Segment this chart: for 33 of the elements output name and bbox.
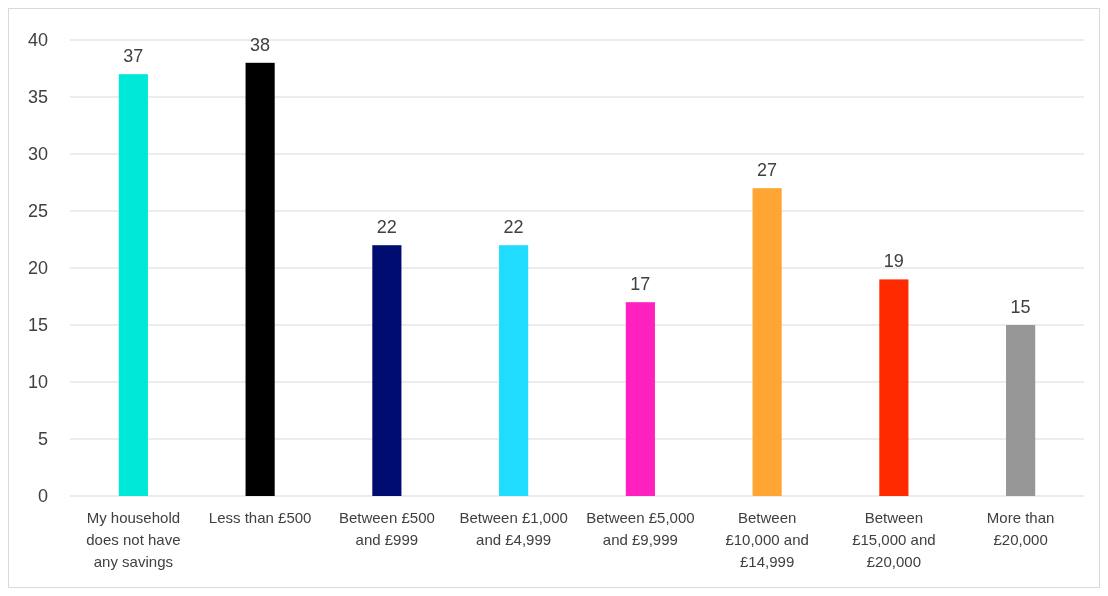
bar — [499, 245, 529, 496]
bar — [1006, 325, 1036, 496]
bar — [625, 302, 655, 496]
y-tick-label: 40 — [27, 30, 48, 51]
y-tick-label: 15 — [27, 315, 48, 336]
y-tick-label: 10 — [27, 372, 48, 393]
y-tick-label: 0 — [37, 486, 48, 507]
bar — [118, 74, 148, 496]
data-label: 19 — [883, 251, 904, 272]
x-tick-label: My household does not have any savings — [86, 509, 181, 570]
bar — [372, 245, 402, 496]
data-label: 38 — [250, 34, 271, 55]
data-label: 17 — [630, 274, 651, 295]
x-tick-label: Between £1,000 and £4,999 — [459, 509, 568, 548]
x-tick-label: Between £10,000 and £14,999 — [725, 509, 809, 570]
bar — [245, 62, 275, 496]
x-tick-label: Between £15,000 and £20,000 — [852, 509, 936, 570]
x-tick-label: Between £500 and £999 — [338, 509, 435, 548]
data-label: 37 — [123, 46, 144, 67]
x-tick-label: Less than £500 — [208, 509, 312, 526]
y-tick-label: 5 — [37, 429, 48, 450]
y-tick-label: 30 — [27, 144, 48, 165]
y-tick-label: 35 — [27, 87, 48, 108]
data-label: 27 — [757, 160, 778, 181]
bar — [879, 279, 909, 496]
data-label: 15 — [1010, 297, 1031, 317]
data-label: 22 — [503, 217, 524, 238]
bar — [752, 188, 782, 496]
x-tick-label: More than £20,000 — [986, 509, 1055, 548]
x-tick-label: Between £5,000 and £9,999 — [586, 509, 695, 548]
data-label: 22 — [376, 217, 397, 238]
y-tick-label: 25 — [27, 201, 48, 222]
y-tick-label: 20 — [27, 258, 48, 279]
